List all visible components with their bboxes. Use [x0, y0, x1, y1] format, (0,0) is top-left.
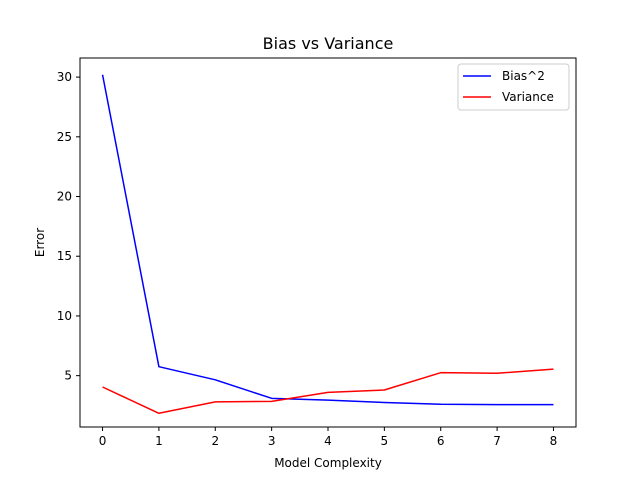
- plot-area: [80, 58, 576, 427]
- y-axis-label: Error: [33, 228, 47, 257]
- bias-series-line: [101, 74, 554, 406]
- y-tick-label: 30: [57, 70, 72, 84]
- x-tick-label: 7: [493, 434, 501, 448]
- x-axis-label: Model Complexity: [274, 456, 382, 470]
- x-tick-label: 1: [155, 434, 163, 448]
- plot-frame: [79, 57, 577, 428]
- y-tick-label: 25: [57, 130, 72, 144]
- x-tick-label: 4: [324, 434, 332, 448]
- y-tick-label: 20: [57, 190, 72, 204]
- chart-title: Bias vs Variance: [263, 34, 394, 53]
- x-tick-label: 6: [437, 434, 445, 448]
- legend-label-variance: Variance: [502, 90, 554, 104]
- x-tick-label: 2: [211, 434, 219, 448]
- x-tick-label: 5: [381, 434, 389, 448]
- y-tick-label: 5: [64, 369, 72, 383]
- axis-ticks: 0 1 2 3 4 5 6 7 8 5 10 15 20 25 30: [57, 70, 558, 448]
- legend: Bias^2 Variance: [457, 63, 570, 111]
- y-tick-label: 15: [57, 249, 72, 263]
- x-tick-label: 0: [99, 434, 107, 448]
- variance-series-line: [102, 368, 554, 415]
- y-tick-label: 10: [57, 309, 72, 323]
- x-tick-label: 8: [550, 434, 558, 448]
- series-lines: [101, 74, 554, 415]
- legend-label-bias: Bias^2: [502, 69, 545, 83]
- x-tick-label: 3: [268, 434, 276, 448]
